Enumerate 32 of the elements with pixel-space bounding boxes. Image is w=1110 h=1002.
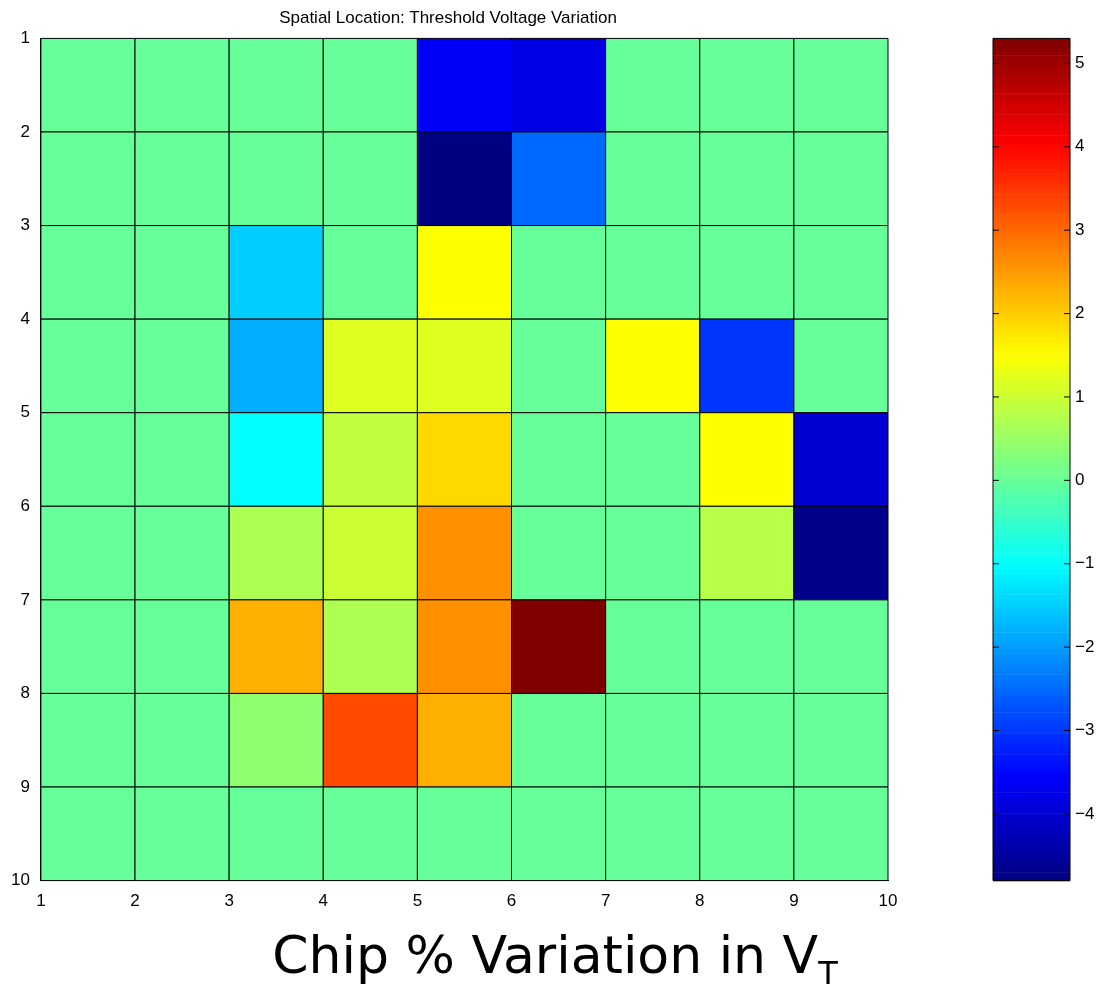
y-tick-label: 8 <box>20 683 30 703</box>
x-tick-label: 4 <box>318 891 329 911</box>
x-tick-label: 6 <box>506 891 517 911</box>
color-bar-label: −4 <box>1075 803 1095 823</box>
color-bar-label: 5 <box>1075 53 1085 73</box>
y-tick-label: 1 <box>20 28 30 48</box>
y-tick-label: 6 <box>20 495 30 515</box>
x-tick-label: 8 <box>695 891 705 911</box>
y-tick-label: 2 <box>20 121 30 141</box>
color-bar-label: 0 <box>1075 470 1085 490</box>
y-tick-label: 9 <box>20 776 30 796</box>
color-bar-label: 2 <box>1075 303 1085 323</box>
y-tick-label: 3 <box>20 215 30 235</box>
x-tick-label: 2 <box>130 891 140 911</box>
x-tick-label: 9 <box>789 891 799 911</box>
color-bar-label: −3 <box>1075 720 1095 740</box>
color-bar-label: −2 <box>1075 636 1095 656</box>
chart-title: Spatial Location: Threshold Voltage Variation <box>279 7 617 27</box>
x-tick-label: 1 <box>36 891 46 911</box>
x-tick-label: 5 <box>412 891 423 911</box>
text: Chip % Variation in V$_{T}$ <box>271 925 839 993</box>
color-bar-label: 3 <box>1075 219 1085 239</box>
color-bar-label: −1 <box>1075 553 1095 573</box>
x-tick-label: 7 <box>600 891 611 911</box>
color-bar-label: 1 <box>1075 386 1085 406</box>
x-tick-label: 10 <box>878 891 898 911</box>
color-bar-label: 4 <box>1075 136 1085 156</box>
x-tick-label: 3 <box>224 891 234 911</box>
y-tick-label: 4 <box>20 308 30 328</box>
y-tick-label: 5 <box>20 402 30 422</box>
y-tick-label: 10 <box>10 870 30 890</box>
y-tick-label: 7 <box>20 589 30 609</box>
